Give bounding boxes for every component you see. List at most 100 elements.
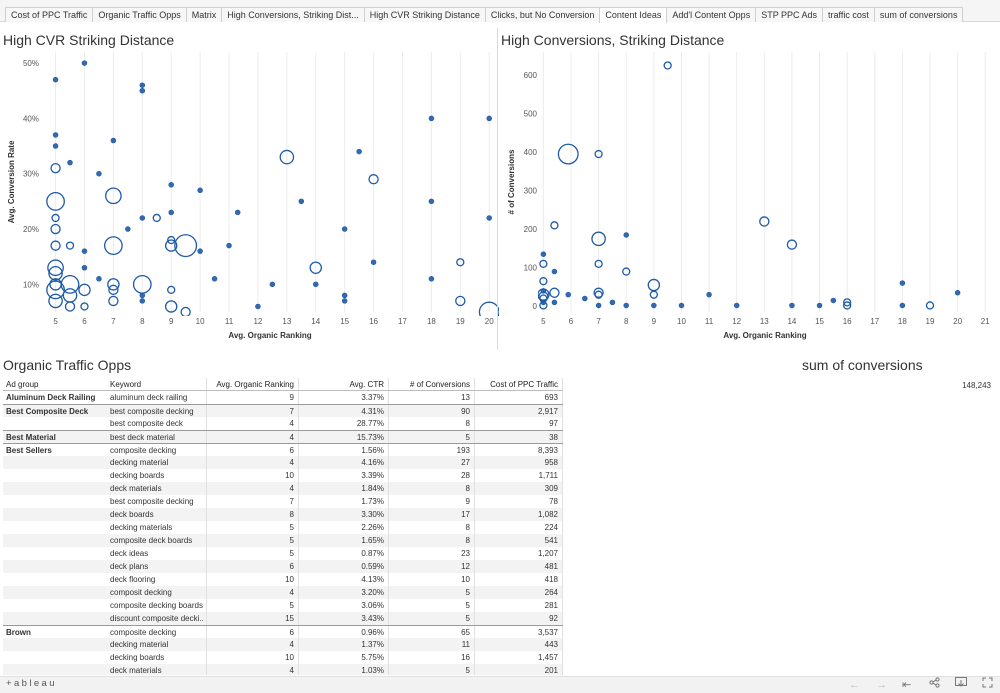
x-tick-label: 9 (169, 317, 174, 326)
download-icon[interactable] (955, 677, 967, 693)
table-cell: 3.43% (299, 612, 389, 625)
table-cell (3, 547, 107, 560)
table-cell: 443 (475, 638, 563, 651)
scatter-point (234, 209, 241, 216)
scatter-point (81, 248, 88, 254)
table-row[interactable]: deck materials 4 1.03% 5 201 (3, 664, 563, 675)
table-row[interactable]: Best Material best deck material 4 15.73% 5 3… (3, 430, 563, 443)
scatter-point (341, 298, 348, 304)
column-header[interactable]: Avg. Organic Ranking (207, 378, 299, 390)
redo-icon[interactable]: → (876, 679, 887, 691)
table-row[interactable]: Aluminum Deck Railing aluminum deck raili… (3, 391, 563, 404)
table-row[interactable]: decking boards 10 5.75% 16 1,457 (3, 651, 563, 664)
share-icon[interactable] (929, 677, 940, 693)
scatter-point (341, 292, 348, 299)
x-tick-label: 7 (111, 317, 116, 326)
table-row[interactable]: deck plans 6 0.59% 12 481 (3, 560, 563, 573)
scatter-point (139, 82, 146, 88)
x-tick-label: 11 (225, 317, 234, 326)
tableau-toolbar: +ableau ← → ⇤ (0, 676, 1000, 693)
table-row[interactable]: deck ideas 5 0.87% 23 1,207 (3, 547, 563, 560)
table-cell: 10 (389, 573, 475, 586)
table-cell: 4 (207, 638, 299, 651)
table-row[interactable]: decking material 4 1.37% 11 443 (3, 638, 563, 651)
table-row[interactable]: Best Sellers composite decking 6 1.56% 193 8,… (3, 443, 563, 456)
table-cell: Aluminum Deck Railing (6, 393, 96, 402)
table-row[interactable]: deck materials 4 1.84% 8 309 (3, 482, 563, 495)
column-header[interactable]: Keyword (107, 378, 207, 390)
scatter-point (663, 61, 672, 70)
scatter-point (428, 276, 435, 282)
table-cell: 0.59% (299, 560, 389, 573)
table-cell: 5 (389, 664, 475, 675)
table-row[interactable]: decking material 4 4.16% 27 958 (3, 456, 563, 469)
table-row[interactable]: Best Composite Deck best composite deckin… (3, 404, 563, 417)
table-cell: best deck material (107, 431, 207, 443)
table-row[interactable]: deck boards 8 3.30% 17 1,082 (3, 508, 563, 521)
fullscreen-icon[interactable] (982, 677, 993, 693)
column-header[interactable]: Cost of PPC Traffic (475, 378, 563, 390)
scatter-point (67, 159, 73, 166)
scatter-point (108, 284, 119, 296)
table-cell: 28 (389, 469, 475, 482)
y-axis-label: Avg. Conversion Rate (7, 140, 16, 223)
x-tick-label: 12 (732, 317, 741, 326)
x-tick-label: 15 (815, 317, 824, 326)
table-row[interactable]: best composite decking 7 1.73% 9 78 (3, 495, 563, 508)
scatter-point (152, 213, 161, 223)
table-cell: 27 (389, 456, 475, 469)
column-header[interactable]: # of Conversions (389, 378, 475, 390)
table-cell: 201 (475, 664, 563, 675)
tab-10[interactable]: sum of conversions (873, 7, 964, 22)
table-row[interactable]: composite decking boards 5 3.06% 5 281 (3, 599, 563, 612)
undo-icon[interactable]: ← (849, 679, 860, 691)
table-cell: 7 (207, 405, 299, 417)
scatter-point (78, 283, 91, 297)
panel-divider (497, 28, 498, 350)
scatter-point (843, 298, 852, 307)
column-header[interactable]: Ad group (6, 380, 39, 389)
table-row[interactable]: decking materials 5 2.26% 8 224 (3, 521, 563, 534)
table-cell: 5 (207, 547, 299, 560)
revert-icon[interactable]: ⇤ (902, 679, 912, 691)
scatter-point (593, 287, 604, 298)
column-header[interactable]: Avg. CTR (299, 378, 389, 390)
scatter-point (759, 216, 770, 227)
table-cell: 541 (475, 534, 563, 547)
scatter-point (651, 302, 657, 309)
x-tick-label: 7 (596, 317, 601, 326)
table-row[interactable]: composit decking 4 3.20% 5 264 (3, 586, 563, 599)
scatter-chart-conversions: 5 6 7 8 9 10 11 12 13 14 15 16 17 18 19 20 21 0 100 200 300 4… (507, 52, 990, 340)
x-tick-label: 16 (843, 317, 852, 326)
scatter-chart-cvr: 5 6 7 8 9 10 11 12 13 14 15 16 17 18 19 20 10% 20% 30% 40% 5… (7, 52, 499, 340)
table-row[interactable]: deck flooring 10 4.13% 10 418 (3, 573, 563, 586)
table-cell: 4 (207, 456, 299, 469)
x-tick-label: 15 (340, 317, 349, 326)
table-cell: 5 (389, 612, 475, 625)
scatter-point (595, 302, 602, 309)
x-tick-label: 17 (398, 317, 407, 326)
sheet-tabs: Cost of PPC Traffic Organic Traffic Opps M… (5, 7, 964, 23)
table-cell: 4 (207, 417, 299, 430)
y-tick-label: 0 (533, 302, 538, 311)
scatter-point (46, 191, 65, 211)
table-row[interactable]: composite deck boards 5 1.65% 8 541 (3, 534, 563, 547)
table-cell: 1.65% (299, 534, 389, 547)
sheet-tab-bar: Cost of PPC Traffic Organic Traffic Opps M… (0, 0, 1000, 23)
table-cell: deck materials (107, 482, 207, 495)
scatter-point (52, 76, 59, 83)
scatter-point (582, 295, 588, 302)
table-row[interactable]: discount composite decki.. 15 3.43% 5 92 (3, 612, 563, 625)
x-tick-label: 9 (652, 317, 657, 326)
table-cell: 3.06% (299, 599, 389, 612)
table-cell: 5 (207, 521, 299, 534)
table-cell: 3.20% (299, 586, 389, 599)
scatter-point (139, 292, 146, 299)
scatter-point (139, 298, 146, 304)
table-row[interactable]: best composite deck 4 28.77% 8 97 (3, 417, 563, 430)
table-row[interactable]: decking boards 10 3.39% 28 1,711 (3, 469, 563, 482)
table-row[interactable]: Brown composite decking 6 0.96% 65 3,537 (3, 625, 563, 638)
scatter-point (50, 240, 61, 251)
table-cell: 15 (207, 612, 299, 625)
table-cell (3, 417, 107, 430)
